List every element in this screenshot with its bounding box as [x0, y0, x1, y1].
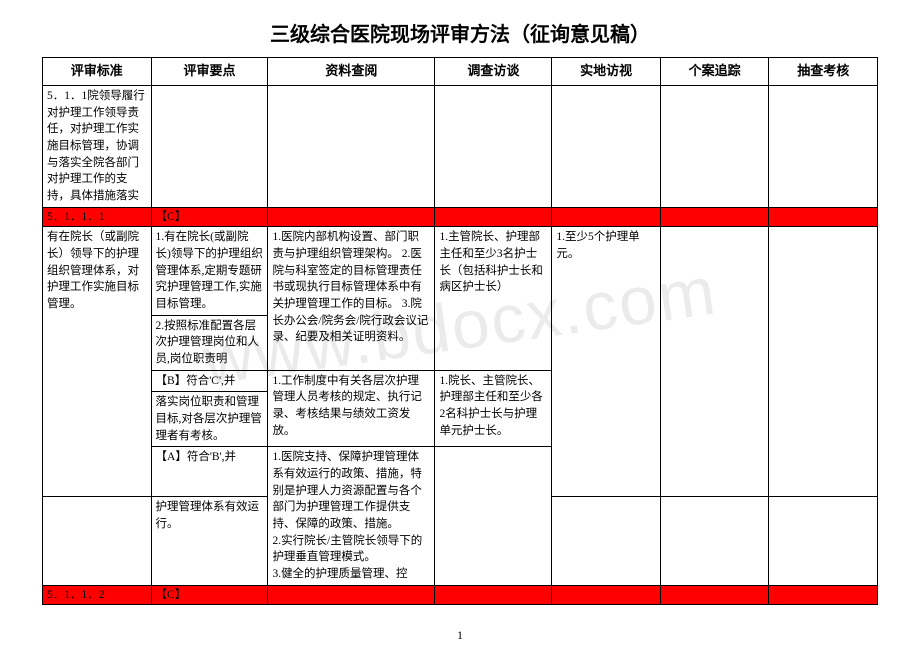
table-row: 有在院长（或副院长）领导下的护理组织管理体系，对护理工作实施目标管理。 1.有在… [43, 227, 878, 315]
section-divider-row: 5．1．1．1 【C】 [43, 207, 878, 227]
cell: 【B】符合'C',并 [151, 370, 268, 392]
cell: 落实岗位职责和管理目标,对各层次护理管理者有考核。 [151, 392, 268, 447]
cell: 1.至少5个护理单元。 [552, 227, 661, 497]
review-table: 评审标准 评审要点 资料查阅 调查访谈 实地访视 个案追踪 抽查考核 5．1．1… [42, 57, 878, 605]
cell: 5．1．1．1 [43, 207, 152, 227]
cell: 1.院长、主管院长、护理部主任和至少各2名科护士长与护理单元护士长。 [435, 370, 552, 447]
page-title: 三级综合医院现场评审方法（征询意见稿） [42, 18, 878, 47]
col-header: 实地访视 [552, 58, 661, 86]
cell: 1.医院内部机构设置、部门职责与护理组织管理架构。 2.医院与科室签定的目标管理… [268, 227, 435, 370]
table-header-row: 评审标准 评审要点 资料查阅 调查访谈 实地访视 个案追踪 抽查考核 [43, 58, 878, 86]
page-number: 1 [0, 628, 920, 643]
col-header: 调查访谈 [435, 58, 552, 86]
cell: 1.医院支持、保障护理管理体系有效运行的政策、措施，特别是护理人力资源配置与各个… [268, 447, 435, 585]
col-header: 评审标准 [43, 58, 152, 86]
cell: 5．1．1．2 [43, 585, 152, 605]
cell: 1.工作制度中有关各层次护理管理人员考核的规定、执行记录、考核结果与绩效工资发放… [268, 370, 435, 447]
cell: 有在院长（或副院长）领导下的护理组织管理体系，对护理工作实施目标管理。 [43, 227, 152, 497]
cell: 【A】符合'B',并 [151, 447, 268, 497]
table-row: 5．1．1院领导履行对护理工作领导责任，对护理工作实施目标管理，协调与落实全院各… [43, 85, 878, 207]
col-header: 评审要点 [151, 58, 268, 86]
section-divider-row: 5．1．1．2 【C】 [43, 585, 878, 605]
cell: 【C】 [151, 585, 268, 605]
col-header: 资料查阅 [268, 58, 435, 86]
cell: 护理管理体系有效运行。 [151, 497, 268, 585]
document-page: 三级综合医院现场评审方法（征询意见稿） 评审标准 评审要点 资料查阅 调查访谈 … [0, 0, 920, 605]
cell: 1.主管院长、护理部主任和至少3名护士长（包括科护士长和病区护士长） [435, 227, 552, 370]
cell: 5．1．1院领导履行对护理工作领导责任，对护理工作实施目标管理，协调与落实全院各… [43, 85, 152, 207]
cell: 【C】 [151, 207, 268, 227]
cell: 1.有在院长(或副院长)领导下的护理组织管理体系,定期专题研究护理管理工作,实施… [151, 227, 268, 315]
cell: 2.按照标准配置各层次护理管理岗位和人员,岗位职责明 [151, 315, 268, 370]
col-header: 抽查考核 [769, 58, 878, 86]
col-header: 个案追踪 [660, 58, 769, 86]
